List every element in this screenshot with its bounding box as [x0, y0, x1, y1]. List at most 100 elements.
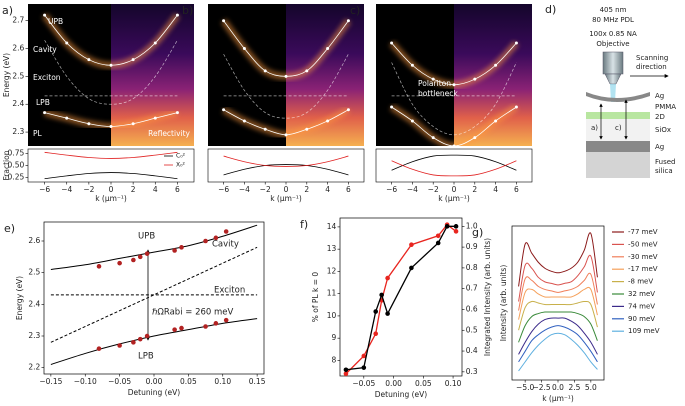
panel-label: d)	[545, 3, 556, 16]
branch-point	[131, 58, 135, 62]
series-line	[518, 311, 598, 343]
x-tick-label: 6	[346, 185, 351, 194]
branch-point	[222, 19, 226, 23]
data-point	[131, 257, 136, 263]
legend-label: 109 meV	[628, 327, 660, 335]
y-tick-label: 2.3	[12, 127, 24, 136]
data-point	[343, 367, 349, 373]
branch-point	[242, 119, 246, 123]
layer-label: silica	[655, 167, 673, 175]
data-point	[453, 229, 459, 234]
series-line	[50, 246, 258, 343]
fraction-line	[44, 172, 178, 180]
axis-label: Energy (eV)	[2, 53, 11, 97]
branch-point	[326, 119, 330, 123]
branch-point	[305, 69, 309, 73]
branch-point	[263, 69, 267, 73]
data-point	[435, 240, 441, 246]
scan-text: Scanning	[636, 54, 668, 62]
data-point	[453, 224, 459, 229]
fraction-line	[223, 155, 349, 167]
branch-point	[346, 19, 350, 23]
y-tick-label: 2.3	[28, 331, 40, 340]
series-name: Cavity	[212, 240, 239, 250]
mode-line	[223, 53, 349, 119]
panel: a) UPB Cavity Exciton LPB PL Reflectivity 2.3 2.…	[2, 4, 195, 203]
fraction-frame	[207, 148, 365, 183]
layer-label: Ag	[655, 143, 664, 151]
y-tick-label: 0.8	[466, 263, 478, 272]
series-line	[518, 325, 598, 363]
y-tick-label: 2.5	[12, 71, 24, 80]
branch-point	[326, 47, 330, 51]
panel: b) −6 −4 −2 0 2 4 6 k (μm⁻¹)	[182, 4, 365, 203]
y-tick-label: 0.9	[466, 242, 478, 251]
branch-point	[284, 74, 288, 78]
fraction-frame	[375, 148, 533, 183]
data-point	[223, 317, 229, 323]
objective-text: Objective	[596, 40, 629, 48]
x-tick-label: 0	[452, 185, 457, 194]
x-tick-label: −2	[428, 185, 439, 194]
data-point	[96, 346, 102, 351]
y-tick-label: 10	[327, 311, 337, 320]
legend-label: 74 meV	[628, 302, 655, 310]
x-tick-label: 4	[325, 185, 330, 194]
branch-point	[263, 127, 267, 131]
x-tick-label: 2	[472, 185, 477, 194]
x-tick-label: −0.15	[39, 377, 62, 386]
x-tick-label: −5.0	[516, 383, 534, 392]
data-point	[144, 251, 150, 256]
fraction-line	[391, 160, 517, 177]
y-tick-label: 8	[331, 355, 336, 364]
axis-label: Intensity (arb. units)	[499, 265, 508, 342]
fraction-frame	[27, 148, 195, 183]
data-point	[179, 325, 184, 331]
series-name: UPB	[138, 232, 155, 242]
axis-label: Detuning (eV)	[375, 390, 427, 399]
branch-name: LPB	[36, 98, 50, 107]
panel: f) −0.05 0.00 0.05 0.10 8 9 10 11 12 13 14 0.3 0.4 0.5…	[300, 217, 492, 399]
data-point	[203, 238, 208, 244]
x-tick-label: 0	[284, 185, 289, 194]
panel-label: e)	[4, 222, 15, 235]
branch-name: Cavity	[33, 45, 57, 54]
x-tick-label: 2	[304, 185, 309, 194]
branch-point	[87, 122, 91, 126]
branch-point	[514, 41, 518, 45]
x-tick-label: −6	[386, 185, 397, 194]
data-point	[385, 311, 390, 316]
x-tick-label: 0.05	[415, 379, 432, 388]
data-point	[117, 343, 122, 348]
data-point	[385, 275, 390, 281]
branch-point	[65, 116, 69, 120]
branch-point	[346, 108, 350, 112]
y-tick-label: 2.5	[28, 268, 40, 277]
axis-label: Detuning (eV)	[128, 388, 180, 397]
branch-point	[473, 77, 477, 81]
branch-name: Exciton	[33, 73, 61, 82]
series-line	[518, 272, 598, 311]
x-tick-label: 4	[153, 185, 158, 194]
series-line	[518, 332, 598, 372]
x-tick-label: 0	[109, 185, 114, 194]
data-point	[172, 248, 177, 253]
annotation: ℏΩRabi = 260 meV	[152, 308, 234, 318]
branch-point	[431, 77, 435, 81]
branch-point	[410, 63, 414, 67]
branch-point	[494, 63, 498, 67]
data-point	[379, 292, 384, 298]
branch-point	[109, 125, 113, 129]
panel-label: g)	[472, 226, 483, 239]
x-tick-label: −0.05	[352, 379, 375, 388]
y-tick-label: 0.3	[466, 367, 478, 376]
x-tick-label: 0.15	[249, 377, 266, 386]
branch-point	[284, 133, 288, 137]
substrate	[586, 152, 650, 178]
x-tick-label: 0.05	[180, 377, 197, 386]
x-tick-label: −6	[39, 185, 50, 194]
branch-point	[175, 13, 179, 17]
arrow-label: a)	[591, 124, 598, 132]
